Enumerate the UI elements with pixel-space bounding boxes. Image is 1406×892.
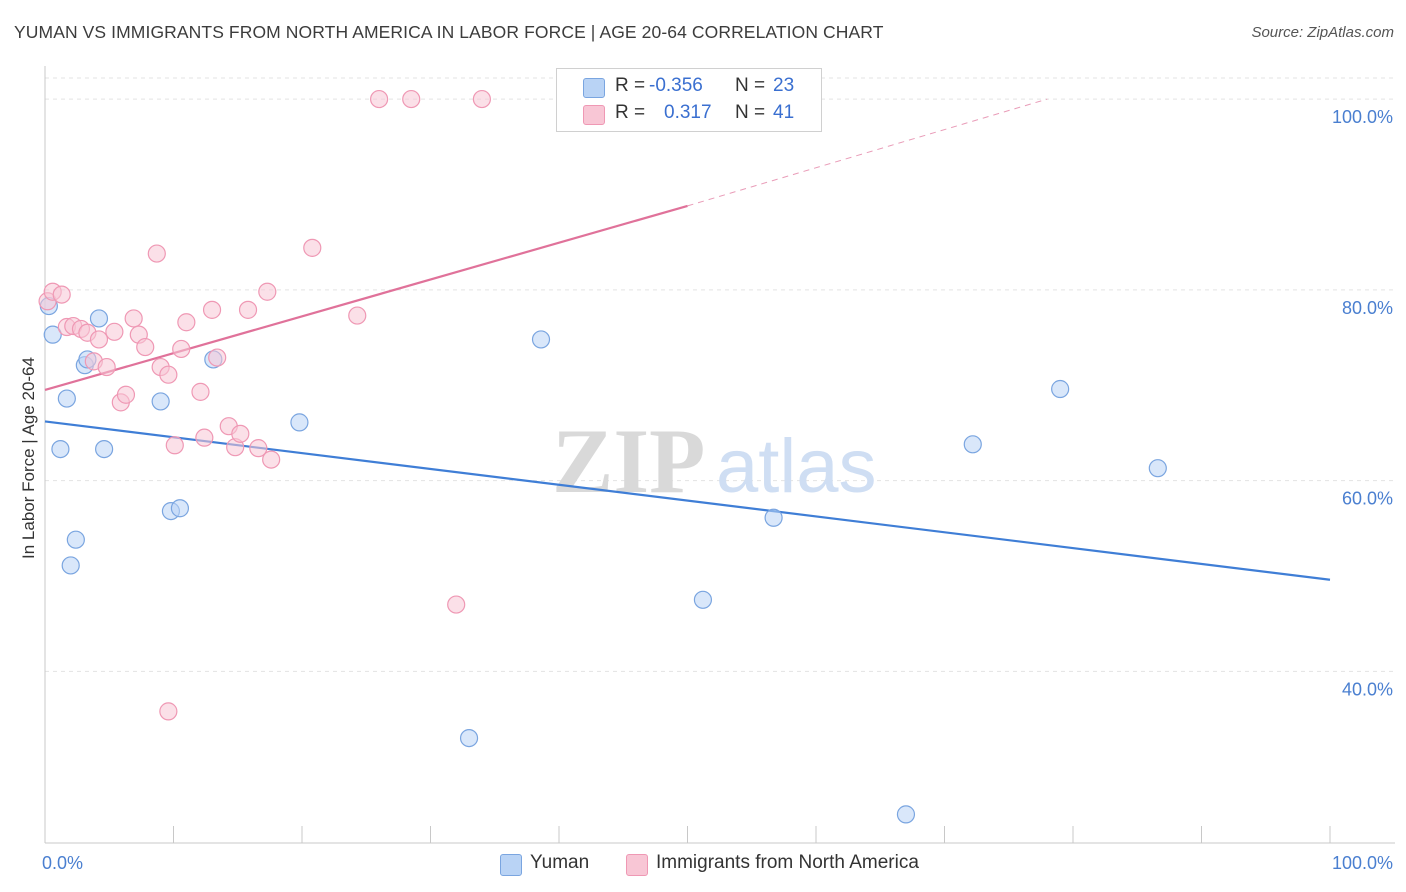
y-tick-label: 80.0% (1342, 298, 1393, 318)
immigrants-point (172, 339, 191, 359)
immigrants-point (159, 702, 178, 721)
immigrants-point (348, 306, 367, 325)
x-tick-label-min: 0.0% (42, 853, 83, 873)
yuman-point (531, 330, 551, 349)
r-value: 0.317 (664, 102, 712, 123)
yuman-point (290, 413, 309, 432)
yuman-point (459, 728, 479, 748)
immigrants-point (116, 385, 136, 404)
immigrants-point (370, 89, 389, 109)
r-label: R = (615, 102, 646, 123)
n-value: 23 (773, 75, 795, 96)
yuman-point (764, 508, 783, 527)
immigrants-point (262, 450, 281, 469)
yuman-point (51, 440, 70, 459)
chart-title: YUMAN VS IMMIGRANTS FROM NORTH AMERICA I… (14, 22, 884, 42)
immigrants-point (147, 244, 166, 263)
immigrants-trend-extension (687, 98, 1048, 207)
yuman-point (89, 309, 109, 328)
points-layer (38, 89, 1167, 824)
watermark-atlas: atlas (716, 424, 877, 509)
yuman-point (95, 440, 114, 459)
y-tick-label: 40.0% (1342, 679, 1393, 699)
immigrants-point (231, 424, 250, 443)
immigrants-point (177, 313, 196, 332)
yuman-swatch (500, 854, 522, 876)
watermark: ZIP atlas (552, 410, 877, 512)
immigrants-point (208, 348, 227, 367)
legend-row-immigrants: R = 0.317 N = 41 (557, 100, 821, 128)
yuman-point (61, 556, 80, 575)
immigrants-point (202, 300, 222, 319)
immigrants-point (402, 89, 421, 109)
immigrants-point (249, 439, 268, 458)
n-label: N = (735, 102, 766, 123)
immigrants-point (195, 428, 214, 447)
yuman-point (1148, 459, 1167, 478)
n-value: 41 (773, 102, 795, 123)
n-label: N = (735, 75, 766, 96)
immigrants-point (472, 89, 491, 109)
immigrants-point (165, 436, 184, 455)
r-value: -0.356 (649, 75, 703, 96)
yuman-swatch (583, 78, 605, 98)
immigrants-point (303, 238, 322, 257)
immigrants-swatch (583, 105, 605, 125)
immigrants-point (105, 322, 124, 341)
y-tick-label: 100.0% (1332, 107, 1393, 127)
source-label: Source: ZipAtlas.com (1251, 24, 1394, 41)
yuman-point (66, 530, 85, 549)
immigrants-label: Immigrants from North America (656, 852, 919, 873)
stats-legend: R = -0.356 N = 23 R = 0.317 N = 41 (556, 68, 822, 132)
immigrants-point (97, 357, 116, 377)
yuman-point (151, 392, 170, 411)
immigrants-point (52, 285, 71, 304)
immigrants-trend-line (44, 204, 688, 392)
immigrants-point (89, 330, 109, 349)
watermark-zip: ZIP (552, 410, 705, 512)
yuman-point (1051, 379, 1070, 399)
grid-layer (45, 77, 1395, 672)
yuman-label: Yuman (530, 852, 590, 873)
yuman-point (43, 325, 62, 344)
immigrants-point (124, 309, 143, 328)
y-tick-label: 60.0% (1342, 489, 1393, 509)
yuman-point (57, 389, 76, 408)
immigrants-swatch (626, 854, 648, 876)
yuman-point (963, 435, 982, 454)
immigrants-point (191, 382, 210, 401)
immigrants-point (238, 300, 258, 319)
axes-layer (44, 66, 1395, 844)
x-tick-label-max: 100.0% (1332, 853, 1393, 873)
immigrants-point (159, 365, 178, 384)
yuman-point (896, 805, 916, 824)
yuman-point (170, 499, 190, 518)
immigrants-point (258, 282, 277, 301)
legend-row-yuman: R = -0.356 N = 23 (557, 73, 821, 101)
y-axis-title: In Labor Force | Age 20-64 (19, 357, 38, 559)
immigrants-point (136, 337, 155, 357)
labels-layer: 40.0% 60.0% 80.0% 100.0% 0.0% 100.0% In Labor … (19, 107, 1393, 873)
immigrants-point (447, 595, 466, 614)
r-label: R = (615, 75, 646, 96)
yuman-point (693, 590, 713, 609)
